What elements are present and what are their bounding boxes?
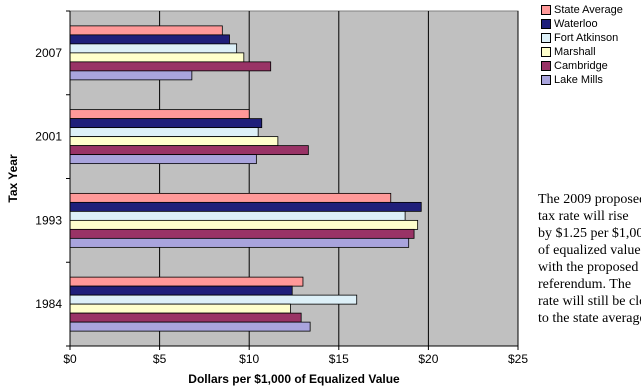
note-line: by $1.25 per $1,000 bbox=[538, 226, 641, 241]
legend-swatch bbox=[541, 19, 551, 29]
bar bbox=[69, 237, 410, 248]
bar bbox=[69, 201, 422, 212]
legend-swatch bbox=[541, 47, 551, 57]
x-axis-title: Dollars per $1,000 of Equalized Value bbox=[188, 372, 400, 386]
note-line: rate will still be close bbox=[538, 294, 641, 309]
legend-item: Cambridge bbox=[541, 59, 641, 73]
y-tick-label: 2007 bbox=[35, 46, 62, 60]
bar bbox=[69, 25, 223, 36]
y-tick-label: 1993 bbox=[35, 213, 62, 227]
legend-swatch bbox=[541, 33, 551, 43]
bar bbox=[69, 136, 279, 147]
bar bbox=[69, 43, 238, 54]
x-tick-label: $5 bbox=[153, 352, 167, 366]
note-line: with the proposed bbox=[538, 260, 639, 275]
legend-label: Fort Atkinson bbox=[554, 32, 619, 44]
y-axis-title: Tax Year bbox=[6, 154, 20, 203]
note-line: The 2009 proposed bbox=[538, 192, 641, 207]
legend-label: Lake Mills bbox=[554, 74, 603, 86]
legend-swatch bbox=[541, 61, 551, 71]
bar bbox=[69, 294, 358, 305]
bar bbox=[69, 34, 230, 45]
legend-item: State Average bbox=[541, 3, 641, 17]
legend-item: Lake Mills bbox=[541, 73, 641, 87]
note-line: tax rate will rise bbox=[538, 209, 629, 224]
x-tick-label: $0 bbox=[63, 352, 77, 366]
bar bbox=[69, 70, 193, 81]
y-tick-label: 2001 bbox=[35, 130, 62, 144]
note-line: to the state average. bbox=[538, 311, 641, 326]
y-tick-label: 1984 bbox=[35, 297, 62, 311]
legend-label: State Average bbox=[554, 4, 623, 16]
note-text: The 2009 proposed tax rate will rise by … bbox=[538, 191, 641, 381]
bar bbox=[69, 228, 415, 239]
bar bbox=[69, 276, 304, 287]
x-tick-label: $10 bbox=[239, 352, 259, 366]
legend-label: Marshall bbox=[554, 46, 596, 58]
x-tick-label: $25 bbox=[508, 352, 528, 366]
legend-swatch bbox=[541, 5, 551, 15]
tick-labels: $0 $5 $10 $15 $20 $25 2007 2001 1993 1984 bbox=[35, 10, 528, 366]
bar bbox=[69, 192, 392, 203]
bar bbox=[69, 127, 259, 138]
x-tick-label: $20 bbox=[418, 352, 438, 366]
note-line: of equalized value bbox=[538, 243, 641, 258]
note-line: referendum. The bbox=[538, 277, 632, 292]
bar bbox=[69, 145, 309, 156]
legend-swatch bbox=[541, 75, 551, 85]
bar bbox=[69, 303, 291, 314]
bar bbox=[69, 219, 419, 230]
bar bbox=[69, 285, 293, 296]
bars bbox=[69, 25, 422, 332]
legend-item: Fort Atkinson bbox=[541, 31, 641, 45]
bar bbox=[69, 210, 406, 221]
bar bbox=[69, 52, 245, 63]
legend: State Average Waterloo Fort Atkinson Marsha… bbox=[541, 3, 641, 87]
x-tick-label: $15 bbox=[329, 352, 349, 366]
legend-label: Cambridge bbox=[554, 60, 608, 72]
bar bbox=[69, 312, 302, 323]
bar bbox=[69, 109, 250, 120]
bar bbox=[69, 61, 272, 72]
bar bbox=[69, 118, 263, 129]
legend-item: Marshall bbox=[541, 45, 641, 59]
bar bbox=[69, 321, 311, 332]
legend-item: Waterloo bbox=[541, 17, 641, 31]
tax-rate-chart: $0 $5 $10 $15 $20 $25 2007 2001 1993 1984 Dollars… bbox=[6, 10, 528, 386]
legend-label: Waterloo bbox=[554, 18, 598, 30]
bar bbox=[69, 154, 257, 165]
